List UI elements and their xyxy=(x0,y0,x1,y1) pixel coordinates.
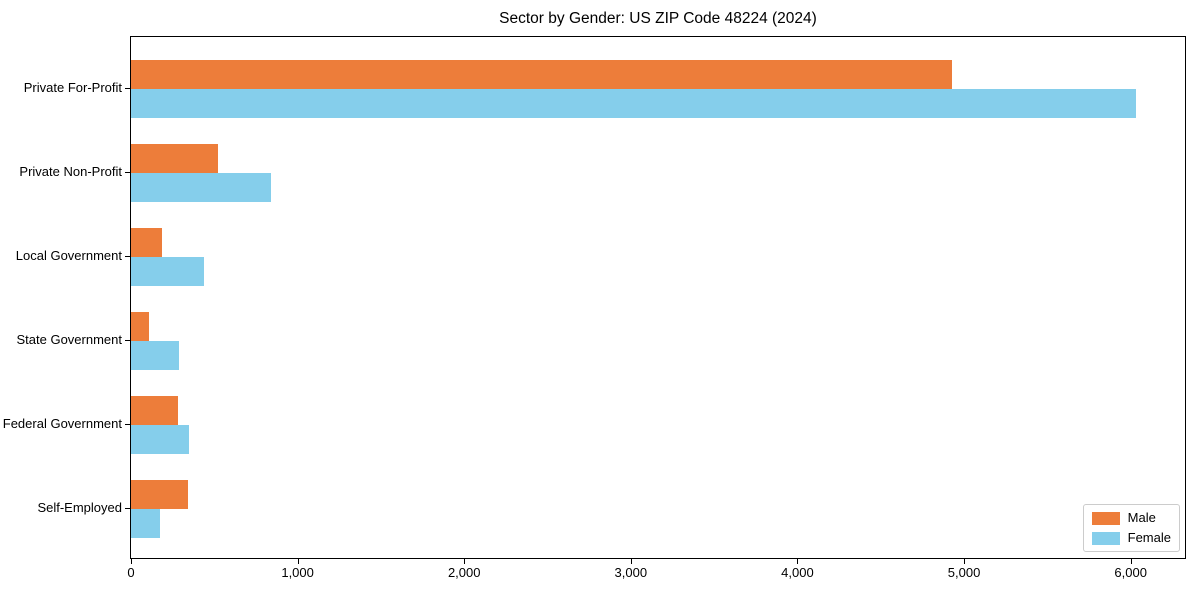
y-axis-tick xyxy=(125,88,130,89)
y-axis-tick xyxy=(125,424,130,425)
x-axis-label: 3,000 xyxy=(614,565,648,580)
legend: Male Female xyxy=(1082,504,1180,552)
x-axis-tick xyxy=(964,559,966,564)
legend-entry-male: Male xyxy=(1091,510,1171,525)
x-axis-label: 2,000 xyxy=(447,565,481,580)
x-axis-label: 5,000 xyxy=(947,565,981,580)
y-axis-tick xyxy=(125,340,130,341)
bar-female-local-government xyxy=(131,257,205,286)
legend-label-female: Female xyxy=(1127,530,1171,545)
x-axis-tick xyxy=(630,559,632,564)
x-axis-label: 4,000 xyxy=(781,565,814,580)
y-axis-label: Self-Employed xyxy=(37,500,122,515)
bar-female-private-non-profit xyxy=(131,173,271,202)
chart-title: Sector by Gender: US ZIP Code 48224 (202… xyxy=(499,10,817,27)
bar-male-state-government xyxy=(131,312,150,341)
y-axis-label: State Government xyxy=(16,332,123,347)
bar-male-private-non-profit xyxy=(131,144,219,173)
male-swatch xyxy=(1091,511,1120,525)
legend-entry-female: Female xyxy=(1091,530,1171,545)
x-axis-tick xyxy=(464,559,466,564)
bar-female-state-government xyxy=(131,341,180,370)
plot-area: Male Female xyxy=(130,36,1186,559)
x-axis-tick xyxy=(797,559,799,564)
y-axis-tick xyxy=(125,508,130,509)
x-axis-label: 6,000 xyxy=(1114,565,1147,580)
bar-male-local-government xyxy=(131,228,162,257)
bar-female-private-for-profit xyxy=(131,89,1136,118)
y-axis-label: Federal Government xyxy=(2,416,122,431)
x-axis-label: 1,000 xyxy=(281,565,314,580)
y-axis-tick xyxy=(125,256,130,257)
x-axis-tick xyxy=(297,559,299,564)
legend-label-male: Male xyxy=(1127,510,1156,525)
y-axis-tick xyxy=(125,172,130,173)
x-axis-tick xyxy=(131,559,132,564)
female-swatch xyxy=(1091,531,1120,545)
x-axis-label: 0 xyxy=(127,565,135,580)
bar-male-private-for-profit xyxy=(131,60,952,89)
bar-male-federal-government xyxy=(131,396,179,425)
bar-male-self-employed xyxy=(131,480,188,509)
bar-female-self-employed xyxy=(131,509,161,538)
x-axis-tick xyxy=(1130,559,1132,564)
y-axis-label: Private Non-Profit xyxy=(19,164,122,179)
bar-female-federal-government xyxy=(131,425,190,454)
y-axis-label: Private For-Profit xyxy=(23,80,122,95)
y-axis-label: Local Government xyxy=(15,248,122,263)
